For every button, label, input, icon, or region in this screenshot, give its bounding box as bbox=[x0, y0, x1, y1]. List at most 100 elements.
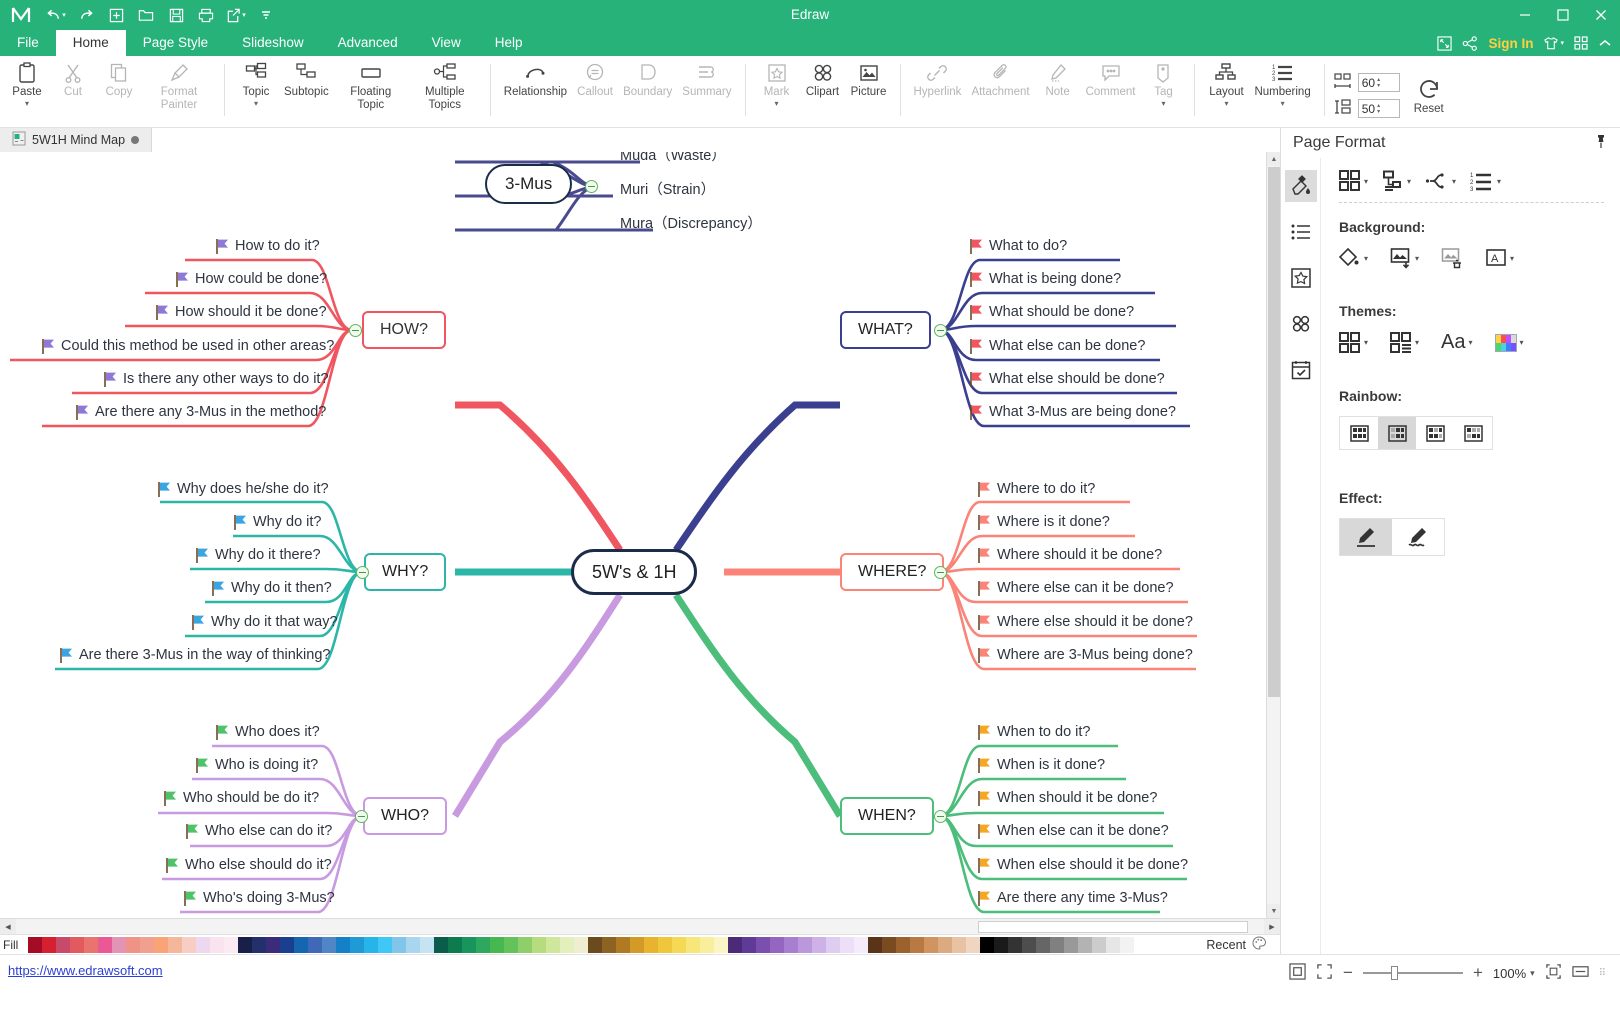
color-swatch[interactable] bbox=[980, 936, 994, 953]
shape-tab[interactable] bbox=[1285, 262, 1317, 294]
color-swatch[interactable] bbox=[154, 936, 168, 953]
theme-color-button[interactable]: ▾ bbox=[1494, 333, 1524, 352]
why-child-4[interactable]: Why do it that way? bbox=[192, 614, 338, 630]
minimize-icon[interactable] bbox=[1506, 0, 1544, 30]
color-swatch[interactable] bbox=[602, 936, 616, 953]
fill-color-button[interactable]: ▾ bbox=[1339, 247, 1368, 269]
zoom-dropdown-caret-icon[interactable]: ▾ bbox=[1530, 967, 1535, 978]
color-swatch[interactable] bbox=[840, 936, 854, 953]
when-child-5[interactable]: Are there any time 3-Mus? bbox=[978, 890, 1168, 906]
summary-button[interactable]: Summary bbox=[677, 56, 736, 99]
hyperlink-button[interactable]: Hyperlink bbox=[909, 56, 967, 99]
color-swatch[interactable] bbox=[1120, 936, 1134, 953]
color-swatch[interactable] bbox=[336, 936, 350, 953]
chevron-down-icon[interactable]: ▾ bbox=[1364, 253, 1369, 263]
save-icon[interactable] bbox=[162, 3, 190, 27]
outline-tab[interactable] bbox=[1285, 216, 1317, 248]
clipart-button[interactable]: Clipart bbox=[800, 56, 846, 99]
color-swatch[interactable] bbox=[1064, 936, 1078, 953]
chevron-down-icon[interactable]: ▾ bbox=[1468, 338, 1473, 347]
color-swatch[interactable] bbox=[70, 936, 84, 953]
horizontal-scroll-track[interactable] bbox=[16, 919, 1264, 935]
scroll-right-arrow[interactable]: ▶ bbox=[1264, 918, 1280, 935]
why-child-0[interactable]: Why does he/she do it? bbox=[158, 481, 329, 497]
zoom-slider[interactable] bbox=[1362, 966, 1463, 980]
menu-item-file[interactable]: File bbox=[17, 35, 39, 50]
color-swatch[interactable] bbox=[196, 936, 210, 953]
mindmap-floating-node[interactable]: 3-Mus bbox=[485, 164, 573, 204]
color-swatch[interactable] bbox=[616, 936, 630, 953]
scroll-up-arrow[interactable]: ▲ bbox=[1267, 152, 1281, 166]
color-swatch[interactable] bbox=[266, 936, 280, 953]
fit-page-icon[interactable] bbox=[1289, 963, 1306, 983]
color-swatch[interactable] bbox=[700, 936, 714, 953]
color-swatch[interactable] bbox=[644, 936, 658, 953]
mindmap-branch-when[interactable]: WHEN? bbox=[840, 797, 934, 835]
color-swatch[interactable] bbox=[994, 936, 1008, 953]
color-palette-bar[interactable]: Fill Recent bbox=[0, 934, 1280, 954]
where-child-3[interactable]: Where else can it be done? bbox=[978, 580, 1174, 596]
color-swatch[interactable] bbox=[784, 936, 798, 953]
who-child-0[interactable]: Who does it? bbox=[216, 724, 320, 740]
who-child-5[interactable]: Who's doing 3-Mus? bbox=[184, 890, 335, 906]
mark-button[interactable]: Mark ▾ bbox=[754, 56, 800, 108]
chevron-down-icon[interactable]: ▾ bbox=[1407, 176, 1412, 186]
chevron-down-icon[interactable]: ▾ bbox=[1510, 253, 1515, 263]
menu-item-view[interactable]: View bbox=[431, 35, 461, 50]
sign-in-button[interactable]: Sign In bbox=[1488, 35, 1534, 51]
color-swatch[interactable] bbox=[98, 936, 112, 953]
color-swatch[interactable] bbox=[56, 936, 70, 953]
color-swatch[interactable] bbox=[728, 936, 742, 953]
color-swatch[interactable] bbox=[742, 936, 756, 953]
redo-icon[interactable] bbox=[72, 3, 100, 27]
chevron-down-icon[interactable]: ▾ bbox=[1497, 176, 1502, 186]
color-swatch[interactable] bbox=[910, 936, 924, 953]
new-icon[interactable] bbox=[102, 3, 130, 27]
apps-grid-icon[interactable] bbox=[1574, 36, 1588, 50]
color-swatch[interactable] bbox=[294, 936, 308, 953]
who-child-1[interactable]: Who is doing it? bbox=[196, 757, 318, 773]
mindmap-branch-where[interactable]: WHERE? bbox=[840, 553, 945, 591]
why-child-3[interactable]: Why do it then? bbox=[212, 580, 332, 596]
edraw-website-link[interactable]: https://www.edrawsoft.com bbox=[8, 963, 163, 978]
color-swatch[interactable] bbox=[210, 936, 224, 953]
document-tab[interactable]: 5W1H Mind Map bbox=[0, 127, 153, 152]
format-tab[interactable] bbox=[1284, 170, 1317, 202]
color-swatch[interactable] bbox=[28, 936, 42, 953]
pin-icon[interactable] bbox=[1594, 134, 1608, 152]
color-swatch[interactable] bbox=[252, 936, 266, 953]
color-swatch[interactable] bbox=[854, 936, 868, 953]
color-swatch[interactable] bbox=[238, 936, 252, 953]
mindmap-branch-how[interactable]: HOW? bbox=[362, 311, 446, 349]
chevron-down-icon[interactable]: ▾ bbox=[24, 99, 29, 108]
color-swatch[interactable] bbox=[574, 936, 588, 953]
when-child-0[interactable]: When to do it? bbox=[978, 724, 1091, 740]
background-image-button[interactable]: ▾ bbox=[1390, 247, 1419, 269]
tag-button[interactable]: Tag ▾ bbox=[1140, 56, 1186, 108]
canvas-horizontal-scrollbar[interactable]: ◀ ▶ bbox=[0, 918, 1280, 935]
relationship-button[interactable]: Relationship bbox=[499, 56, 572, 99]
collapse-toggle-when[interactable] bbox=[934, 810, 947, 823]
close-icon[interactable] bbox=[1582, 0, 1620, 30]
color-swatch[interactable] bbox=[490, 936, 504, 953]
format-painter-button[interactable]: Format Painter bbox=[142, 56, 216, 112]
color-swatch[interactable] bbox=[308, 936, 322, 953]
color-swatch[interactable] bbox=[588, 936, 602, 953]
how-child-5[interactable]: Are there any 3-Mus in the method? bbox=[76, 404, 326, 420]
theme-font-button[interactable]: Aa ▾ bbox=[1441, 331, 1472, 354]
collapse-toggle-how[interactable] bbox=[349, 324, 362, 337]
cut-button[interactable]: Cut bbox=[50, 56, 96, 99]
recent-colors-button[interactable]: Recent bbox=[1206, 936, 1280, 953]
color-swatch[interactable] bbox=[798, 936, 812, 953]
color-swatch[interactable] bbox=[42, 936, 56, 953]
when-child-1[interactable]: When is it done? bbox=[978, 757, 1105, 773]
where-child-0[interactable]: Where to do it? bbox=[978, 481, 1095, 497]
collapse-toggle-floating[interactable] bbox=[585, 180, 598, 193]
remove-background-button[interactable] bbox=[1441, 247, 1463, 269]
color-swatch[interactable] bbox=[672, 936, 686, 953]
mindmap-canvas[interactable]: 5W's & 1H 3-Mus Muda（Waste） Muri（Strain）… bbox=[0, 152, 1266, 918]
maximize-icon[interactable] bbox=[1544, 0, 1582, 30]
paste-button[interactable]: Paste ▾ bbox=[4, 56, 50, 108]
who-child-3[interactable]: Who else can do it? bbox=[186, 823, 332, 839]
chevron-down-icon[interactable]: ▾ bbox=[1364, 338, 1369, 347]
